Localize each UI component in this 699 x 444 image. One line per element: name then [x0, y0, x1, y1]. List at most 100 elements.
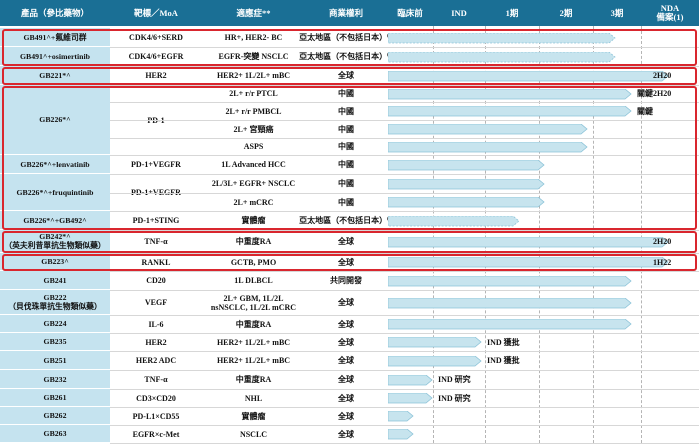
- row-divider: [110, 102, 699, 103]
- product-name: GB223^: [41, 257, 69, 266]
- target-cell: CD20: [110, 271, 202, 290]
- product-name: GB221*^: [39, 70, 71, 80]
- nda-date: 2H20: [653, 66, 671, 85]
- product-name: GB226*^+GB492^: [23, 215, 87, 225]
- phase-divider: [641, 26, 642, 443]
- progress-bar: [388, 236, 669, 247]
- rights-label: 全球: [338, 429, 354, 439]
- indication-label: nsNSCLC, 1L/2L mCRC: [210, 302, 297, 312]
- row-divider: [110, 370, 699, 371]
- status-label: 關鍵: [637, 85, 653, 102]
- target-cell: RANKL: [110, 253, 202, 271]
- rights-cell: 中國: [305, 174, 387, 193]
- rights-label: 亞太地區（不包括日本）: [299, 33, 388, 42]
- rights-cell: 全球: [305, 351, 387, 370]
- status-text: IND 獲批: [487, 356, 520, 365]
- target-cell: PD-L1×CD55: [110, 407, 202, 425]
- product-cell: GB261: [0, 389, 110, 406]
- progress-arrow: [388, 257, 669, 268]
- indication-label: HER2+ 1L/2L+ mBC: [216, 71, 291, 80]
- product-cell: GB224: [0, 315, 110, 332]
- progress-bar: [388, 215, 520, 226]
- progress-bar: [388, 355, 482, 366]
- indication-cell: NHL: [202, 389, 305, 407]
- indication-label: 中重度RA: [235, 375, 272, 384]
- row-divider: [110, 290, 699, 291]
- nda-text: 2H20: [653, 89, 672, 98]
- rights-cell: 全球: [305, 389, 387, 407]
- row-divider: [110, 47, 699, 48]
- indication-cell: HER2+ 1L/2L+ mBC: [202, 333, 305, 351]
- product-name: GB226*^+lenvatinib: [20, 159, 90, 169]
- header-product: 產品（參比藥物）: [0, 0, 110, 26]
- product-cell: GB226*^: [0, 85, 110, 154]
- rights-label: 全球: [338, 393, 354, 403]
- progress-arrow: [388, 88, 632, 99]
- header-phase2: 2期: [539, 0, 593, 26]
- product-name: GB261: [43, 393, 67, 402]
- header-preclinical: 臨床前: [387, 0, 433, 26]
- indication-label: GCTB, PMO: [230, 257, 277, 267]
- progress-arrow: [388, 411, 414, 422]
- progress-arrow: [388, 159, 545, 170]
- target-label: VEGF: [144, 298, 168, 307]
- product-name: GB263: [43, 429, 67, 438]
- rights-label: 中國: [338, 124, 354, 134]
- indication-cell: 中重度RA: [202, 315, 305, 333]
- header-ind: IND: [433, 0, 485, 26]
- product-cell: GB226*^+GB492^: [0, 211, 110, 229]
- indication-cell: 中重度RA: [202, 370, 305, 389]
- indication-cell: 實體瘤: [202, 407, 305, 425]
- indication-cell: 實體瘤: [202, 211, 305, 230]
- product-name: GB235: [43, 337, 67, 346]
- product-cell: GB262: [0, 407, 110, 424]
- target-label: TNF-α: [144, 237, 168, 246]
- progress-arrow: [388, 51, 616, 62]
- rights-cell: 中國: [305, 102, 387, 120]
- rights-cell: 亞太地區（不包括日本）(3): [299, 211, 393, 230]
- target-cell: IL-6: [110, 315, 202, 333]
- indication-label: EGFR-突變 NSCLC: [218, 52, 289, 61]
- progress-bar: [388, 124, 588, 135]
- status-label: 關鍵: [637, 102, 653, 120]
- rights-cell: 全球: [305, 407, 387, 425]
- rights-label: 中國: [338, 160, 354, 169]
- rights-cell: 中國: [305, 155, 387, 174]
- status-label: IND 研究: [438, 389, 471, 407]
- indication-cell: 2L+ GBM, 1L/2L nsNSCLC, 1L/2L mCRC: [202, 290, 305, 315]
- row-divider: [110, 407, 699, 408]
- product-name: GB491^+osimertinib: [19, 51, 91, 61]
- row-divider: [110, 425, 699, 426]
- indication-label: HR+, HER2- BC: [224, 33, 283, 42]
- progress-bar: [388, 429, 414, 440]
- indication-cell: HER2+ 1L/2L+ mBC: [202, 66, 305, 85]
- product-cell: GB251: [0, 351, 110, 369]
- rights-cell: 全球: [305, 315, 387, 333]
- product-cell: GB491^+osimertinib: [0, 47, 110, 65]
- phase-divider: [485, 26, 486, 443]
- rights-label: 全球: [338, 319, 354, 329]
- indication-label: 1L Advanced HCC: [221, 160, 286, 169]
- row-divider: [110, 271, 699, 272]
- progress-arrow: [388, 429, 414, 440]
- target-label: CD3×CD20: [136, 393, 176, 403]
- rights-cell: 全球: [305, 290, 387, 315]
- progress-bar: [388, 88, 632, 99]
- row-divider: [110, 230, 699, 231]
- indication-label: 中重度RA: [235, 237, 272, 246]
- progress-arrow: [388, 178, 545, 189]
- header-rights: 商業權利: [305, 0, 387, 26]
- header-nda: NDA 備案(1): [641, 0, 699, 26]
- header-nda-line2: 備案(1): [656, 12, 684, 22]
- product-cell: GB232: [0, 370, 110, 388]
- progress-arrow: [388, 393, 433, 404]
- progress-bar: [388, 337, 482, 348]
- target-label: TNF-α: [144, 375, 168, 384]
- phase-divider: [593, 26, 594, 443]
- rights-label: 全球: [338, 237, 354, 246]
- indication-label: 中重度RA: [235, 319, 272, 329]
- progress-bar: [388, 393, 433, 404]
- target-label: CD20: [146, 276, 166, 285]
- indication-label: HER2+ 1L/2L+ mBC: [216, 356, 291, 365]
- indication-label: 2L+ mCRC: [233, 197, 274, 207]
